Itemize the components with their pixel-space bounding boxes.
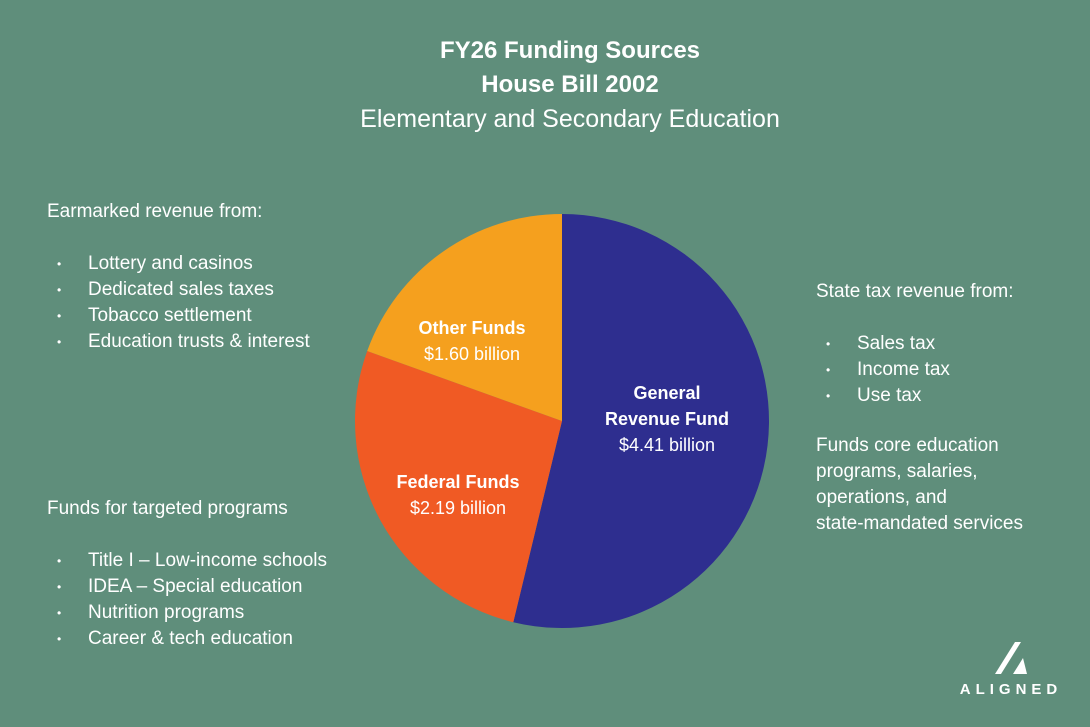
- slice-value-label: $2.19 billion: [410, 498, 506, 518]
- bullet-icon: •: [57, 335, 62, 349]
- list-item: • Education trusts & interest: [47, 329, 310, 355]
- bullet-icon: •: [57, 580, 62, 594]
- list-item-label: Dedicated sales taxes: [88, 279, 274, 300]
- bullet-icon: •: [826, 337, 831, 351]
- list-item: • Income tax: [816, 357, 1014, 383]
- targeted-heading: Funds for targeted programs: [47, 498, 288, 519]
- slice-name-label: General: [633, 383, 700, 403]
- pie-slice-federal-funds: [355, 351, 562, 623]
- earmarked-heading: Earmarked revenue from:: [47, 201, 263, 222]
- bullet-icon: •: [57, 257, 62, 271]
- list-item: • Lottery and casinos: [47, 251, 310, 277]
- list-item-label: IDEA – Special education: [88, 576, 303, 597]
- list-item: • Use tax: [816, 383, 1014, 409]
- list-item-label: Use tax: [857, 385, 922, 406]
- bullet-icon: •: [57, 554, 62, 568]
- slice-value-label: $4.41 billion: [619, 435, 715, 455]
- list-item-label: Lottery and casinos: [88, 253, 253, 274]
- list-item-label: Title I – Low-income schools: [88, 550, 328, 571]
- slice-name-label: Revenue Fund: [605, 409, 729, 429]
- list-item-label: Income tax: [857, 359, 950, 380]
- logo-text: ALIGNED: [959, 681, 1063, 698]
- targeted-list: • Title I – Low-income schools • IDEA – Sp…: [47, 548, 327, 652]
- targeted-programs-panel: Funds for targeted programs • Title I – L…: [47, 496, 327, 652]
- note-line: state-mandated services: [816, 513, 1023, 534]
- slice-value-label: $1.60 billion: [424, 344, 520, 364]
- list-item-label: Education trusts & interest: [88, 331, 310, 352]
- note-line: Funds core education: [816, 435, 999, 456]
- bullet-icon: •: [826, 389, 831, 403]
- bullet-icon: •: [57, 632, 62, 646]
- list-item: • Nutrition programs: [47, 600, 327, 626]
- state-tax-panel: State tax revenue from: • Sales tax • Inco…: [816, 279, 1014, 409]
- list-item-label: Nutrition programs: [88, 602, 245, 623]
- state-tax-heading: State tax revenue from:: [816, 281, 1014, 302]
- slice-label-general-revenue-fund: General Revenue Fund $4.41 billion: [605, 383, 729, 455]
- bullet-icon: •: [826, 363, 831, 377]
- slice-name-label: Other Funds: [419, 318, 526, 338]
- list-item: • Sales tax: [816, 331, 1014, 357]
- slice-label-federal-funds: Federal Funds $2.19 billion: [396, 472, 519, 518]
- chart-subtitle: Elementary and Secondary Education: [360, 105, 780, 133]
- chart-title: FY26 Funding Sources: [439, 37, 701, 64]
- earmarked-list: • Lottery and casinos • Dedicated sales ta…: [47, 251, 310, 355]
- list-item-label: Tobacco settlement: [88, 305, 252, 326]
- bullet-icon: •: [57, 283, 62, 297]
- list-item-label: Sales tax: [857, 333, 936, 354]
- list-item: • Tobacco settlement: [47, 303, 310, 329]
- list-item: • Title I – Low-income schools: [47, 548, 327, 574]
- bullet-icon: •: [57, 309, 62, 323]
- pie-slice-other-funds: [367, 214, 562, 421]
- slice-name-label: Federal Funds: [396, 472, 519, 492]
- general-fund-note: Funds core education programs, salaries,…: [816, 433, 1076, 537]
- bullet-icon: •: [57, 606, 62, 620]
- list-item: • IDEA – Special education: [47, 574, 327, 600]
- note-line: operations, and: [816, 487, 947, 508]
- slice-label-other-funds: Other Funds $1.60 billion: [419, 318, 526, 364]
- list-item: • Career & tech education: [47, 626, 327, 652]
- aligned-logo-icon: [995, 642, 1027, 674]
- earmarked-revenue-panel: Earmarked revenue from: • Lottery and cas…: [47, 199, 310, 355]
- chart-title-block: FY26 Funding Sources House Bill 2002 Ele…: [0, 34, 1090, 136]
- note-line: programs, salaries,: [816, 461, 978, 482]
- list-item-label: Career & tech education: [88, 628, 293, 649]
- state-tax-list: • Sales tax • Income tax • Use tax: [816, 331, 1014, 409]
- list-item: • Dedicated sales taxes: [47, 277, 310, 303]
- pie-slice-general-revenue-fund: [513, 214, 770, 628]
- chart-title-bill: House Bill 2002: [481, 71, 659, 98]
- aligned-logo: ALIGNED: [956, 640, 1066, 698]
